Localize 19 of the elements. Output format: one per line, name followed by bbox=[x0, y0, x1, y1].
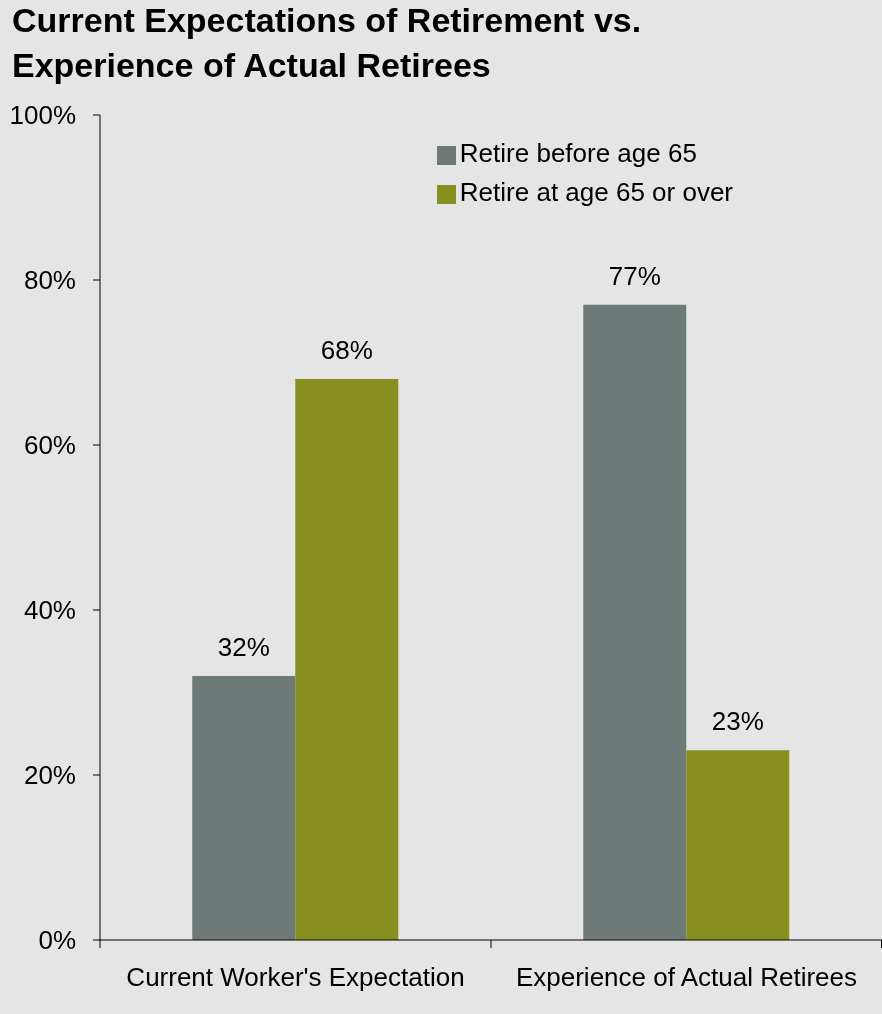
y-tick-label: 0% bbox=[38, 925, 76, 956]
y-tick-label: 100% bbox=[9, 100, 76, 131]
x-tick-label: Current Worker's Expectation bbox=[126, 962, 465, 993]
data-label: 23% bbox=[711, 706, 764, 737]
chart-title: Current Expectations of Retirement vs. Experience of Actual Retirees bbox=[12, 0, 643, 86]
y-tick-label: 20% bbox=[23, 760, 76, 791]
data-label: 32% bbox=[217, 632, 270, 662]
y-tick-label: 60% bbox=[23, 430, 76, 461]
y-tick-label: 40% bbox=[23, 595, 76, 626]
bar bbox=[583, 304, 687, 940]
data-label: 68% bbox=[320, 335, 373, 365]
bar bbox=[295, 379, 399, 940]
legend-label: Retire at age 65 or over bbox=[459, 177, 733, 207]
legend-label: Retire before age 65 bbox=[459, 138, 697, 168]
y-tick-label: 80% bbox=[23, 265, 76, 296]
x-tick-label: Experience of Actual Retirees bbox=[515, 962, 858, 993]
data-label: 77% bbox=[608, 260, 661, 291]
bar bbox=[686, 750, 790, 940]
bar bbox=[192, 676, 296, 940]
